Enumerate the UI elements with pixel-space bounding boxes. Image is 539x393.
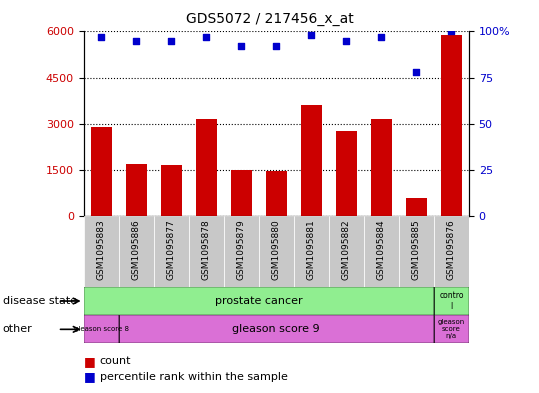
- Bar: [119, 315, 434, 343]
- Point: [97, 34, 106, 40]
- Bar: [189, 216, 224, 287]
- Bar: [329, 216, 364, 287]
- Text: GSM1095879: GSM1095879: [237, 220, 246, 281]
- Bar: [434, 287, 469, 315]
- Text: other: other: [3, 324, 32, 334]
- Bar: [434, 315, 469, 343]
- Text: GSM1095885: GSM1095885: [412, 220, 421, 281]
- Point: [342, 37, 351, 44]
- Bar: [266, 171, 287, 216]
- Bar: [154, 216, 189, 287]
- Text: GSM1095883: GSM1095883: [96, 220, 106, 281]
- Text: GSM1095884: GSM1095884: [377, 220, 386, 280]
- Bar: [336, 132, 357, 216]
- Point: [237, 43, 246, 50]
- Text: GSM1095877: GSM1095877: [167, 220, 176, 281]
- Text: count: count: [100, 356, 131, 366]
- Text: gleason
score
n/a: gleason score n/a: [438, 320, 465, 339]
- Bar: [161, 165, 182, 216]
- Text: GSM1095880: GSM1095880: [272, 220, 281, 281]
- Bar: [406, 198, 427, 216]
- Point: [447, 28, 456, 35]
- Text: percentile rank within the sample: percentile rank within the sample: [100, 372, 288, 382]
- Bar: [126, 164, 147, 216]
- Text: gleason score 8: gleason score 8: [73, 326, 129, 332]
- Text: ■: ■: [84, 370, 95, 384]
- Text: GSM1095881: GSM1095881: [307, 220, 316, 281]
- Point: [132, 37, 140, 44]
- Text: contro
l: contro l: [439, 291, 464, 311]
- Point: [167, 37, 176, 44]
- Text: GDS5072 / 217456_x_at: GDS5072 / 217456_x_at: [185, 12, 354, 26]
- Text: gleason score 9: gleason score 9: [232, 324, 320, 334]
- Bar: [364, 216, 399, 287]
- Bar: [441, 35, 462, 216]
- Point: [202, 34, 211, 40]
- Text: GSM1095876: GSM1095876: [447, 220, 456, 281]
- Bar: [301, 105, 322, 216]
- Bar: [259, 216, 294, 287]
- Bar: [84, 315, 119, 343]
- Bar: [84, 216, 119, 287]
- Bar: [196, 119, 217, 216]
- Text: disease state: disease state: [3, 296, 77, 306]
- Text: GSM1095886: GSM1095886: [132, 220, 141, 281]
- Text: GSM1095878: GSM1095878: [202, 220, 211, 281]
- Bar: [119, 216, 154, 287]
- Point: [377, 34, 386, 40]
- Text: prostate cancer: prostate cancer: [215, 296, 302, 306]
- Bar: [294, 216, 329, 287]
- Text: ■: ■: [84, 354, 95, 368]
- Bar: [224, 216, 259, 287]
- Point: [272, 43, 281, 50]
- Bar: [231, 170, 252, 216]
- Point: [307, 32, 316, 38]
- Bar: [371, 119, 392, 216]
- Bar: [91, 127, 112, 216]
- Bar: [434, 216, 469, 287]
- Bar: [399, 216, 434, 287]
- Point: [412, 69, 421, 75]
- Text: GSM1095882: GSM1095882: [342, 220, 351, 280]
